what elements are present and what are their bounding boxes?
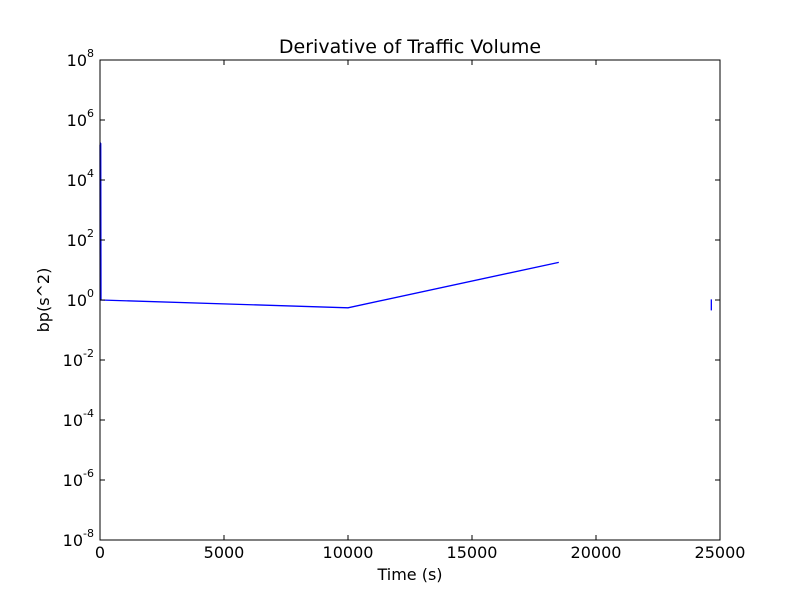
y-tick-label: 10-2: [63, 347, 94, 370]
x-axis-title: Time (s): [376, 565, 442, 584]
y-tick-label: 108: [67, 47, 94, 70]
series-layer: [99, 142, 712, 311]
series-line-segment-1: [99, 142, 559, 309]
x-tick-label: 5000: [204, 543, 245, 562]
y-axis-ticks: 10-8 10-6 10-4 10-2 100 102 104 106 108: [63, 47, 720, 550]
plot-frame: [99, 59, 721, 541]
y-tick-label: 104: [67, 167, 94, 190]
y-axis-title: bp(s^2): [34, 268, 53, 333]
x-tick-label: 20000: [571, 543, 622, 562]
x-tick-label: 15000: [447, 543, 498, 562]
x-axis-ticks: 0 5000 10000 15000 20000 25000: [95, 60, 746, 562]
x-tick-label: 10000: [323, 543, 374, 562]
y-tick-label: 10-4: [63, 407, 94, 430]
chart-title: Derivative of Traffic Volume: [279, 36, 541, 58]
y-tick-label: 100: [67, 287, 94, 310]
y-tick-label: 10-6: [63, 467, 94, 490]
y-tick-label: 106: [67, 107, 94, 130]
x-tick-label: 0: [95, 543, 105, 562]
y-tick-label: 10-8: [63, 527, 94, 550]
x-tick-label: 25000: [695, 543, 746, 562]
y-tick-label: 102: [67, 227, 94, 250]
